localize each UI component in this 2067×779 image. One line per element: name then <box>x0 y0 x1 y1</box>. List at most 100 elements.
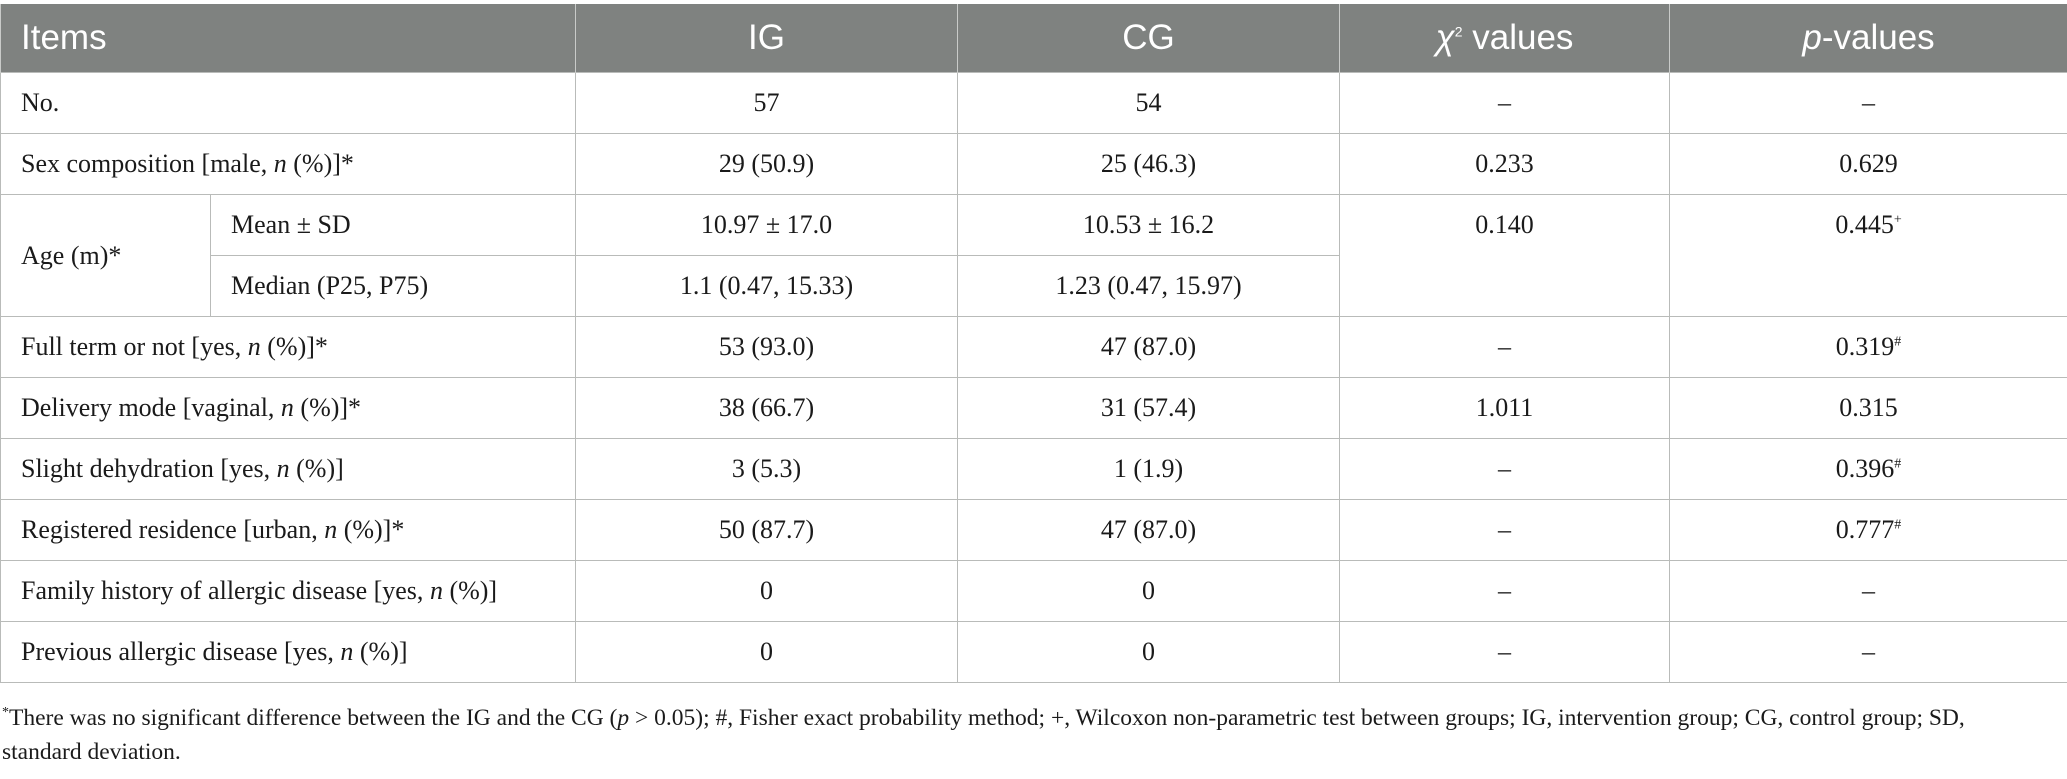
cell-p: – <box>1669 560 2067 622</box>
cell-p: 0.315 <box>1669 377 2067 439</box>
p-value: 0.777 <box>1835 515 1895 544</box>
label-pre: Previous allergic disease [yes, <box>21 637 341 666</box>
p-symbol: p <box>1802 18 1822 57</box>
cell-ig: 38 (66.7) <box>575 377 959 439</box>
row-label: Full term or not [yes, n (%)]* <box>0 316 577 378</box>
cell-p: – <box>1669 72 2067 134</box>
cell-chi-age: 0.140 <box>1339 194 1671 317</box>
cell-ig: 3 (5.3) <box>575 438 959 500</box>
p-value: 0.396 <box>1835 454 1895 483</box>
cell-cg: 47 (87.0) <box>957 499 1341 561</box>
baseline-characteristics-table: Items IG CG χ2 values p-values No. 57 54… <box>0 4 2067 683</box>
p-mark: # <box>1894 517 1902 533</box>
label-pre: Registered residence [urban, <box>21 515 325 544</box>
label-pre: Slight dehydration [yes, <box>21 454 277 483</box>
cell-chi: 0.233 <box>1339 133 1671 195</box>
chi-superscript: 2 <box>1454 23 1463 40</box>
label-n: n <box>429 576 443 605</box>
table-row-age-mean: Age (m)* Mean ± SD 10.97 ± 17.0 10.53 ± … <box>0 194 2067 317</box>
table-row-previous-allergic: Previous allergic disease [yes, n (%)] 0… <box>0 621 2067 683</box>
cell-ig: 0 <box>575 560 959 622</box>
table-row-age-median: Median (P25, P75) 1.1 (0.47, 15.33) 1.23… <box>1 255 2067 317</box>
label-pre: Sex composition [male, <box>21 149 274 178</box>
cell-ig: 57 <box>575 72 959 134</box>
label-n: n <box>247 332 261 361</box>
chi-symbol: χ <box>1435 18 1455 57</box>
label-post: (%)]* <box>293 393 362 422</box>
cell-cg-mean: 10.53 ± 16.2 <box>957 194 1341 256</box>
footnote-star: * <box>2 705 9 721</box>
cell-ig: 53 (93.0) <box>575 316 959 378</box>
label-post: (%)] <box>289 454 344 483</box>
row-label: Delivery mode [vaginal, n (%)]* <box>0 377 577 439</box>
p-value: 0.445 <box>1835 210 1894 239</box>
cell-ig: 50 (87.7) <box>575 499 959 561</box>
p-label: -values <box>1821 18 1935 57</box>
row-label-age: Age (m)* <box>0 194 211 317</box>
cell-cg: 25 (46.3) <box>957 133 1341 195</box>
row-label: Sex composition [male, n (%)]* <box>0 133 577 195</box>
header-p-values: p-values <box>1669 4 2067 73</box>
table-row-sex: Sex composition [male, n (%)]* 29 (50.9)… <box>0 133 2067 195</box>
cell-chi: – <box>1339 621 1671 683</box>
label-pre: Full term or not [yes, <box>21 332 248 361</box>
label-n: n <box>276 454 290 483</box>
label-n: n <box>273 149 287 178</box>
table-row-residence: Registered residence [urban, n (%)]* 50 … <box>0 499 2067 561</box>
cell-p: 0.319# <box>1669 316 2067 378</box>
cell-ig-median: 1.1 (0.47, 15.33) <box>575 255 959 317</box>
p-mark: # <box>1894 334 1902 350</box>
label-pre: Delivery mode [vaginal, <box>21 393 281 422</box>
cell-chi: – <box>1339 560 1671 622</box>
cell-p: – <box>1669 621 2067 683</box>
label-n: n <box>340 637 354 666</box>
cell-chi: – <box>1339 438 1671 500</box>
table-row-fullterm: Full term or not [yes, n (%)]* 53 (93.0)… <box>0 316 2067 378</box>
label-post: (%)]* <box>337 515 405 544</box>
footnote-text-a: There was no significant difference betw… <box>9 705 618 731</box>
cell-cg: 0 <box>957 560 1341 622</box>
label-pre: Family history of allergic disease [yes, <box>21 576 430 605</box>
label-post: (%)] <box>353 637 408 666</box>
cell-ig: 0 <box>575 621 959 683</box>
row-label: Previous allergic disease [yes, n (%)] <box>0 621 577 683</box>
table-header-row: Items IG CG χ2 values p-values <box>0 4 2067 73</box>
cell-cg: 31 (57.4) <box>957 377 1341 439</box>
table-row-delivery: Delivery mode [vaginal, n (%)]* 38 (66.7… <box>0 377 2067 439</box>
table-footnote: *There was no significant difference bet… <box>2 701 2032 769</box>
cell-chi: 1.011 <box>1339 377 1671 439</box>
table-row-no: No. 57 54 – – <box>0 72 2067 134</box>
cell-cg: 0 <box>957 621 1341 683</box>
cell-p: 0.396# <box>1669 438 2067 500</box>
cell-p: 0.629 <box>1669 133 2067 195</box>
row-label: No. <box>0 72 577 134</box>
cell-ig: 29 (50.9) <box>575 133 959 195</box>
cell-chi: – <box>1339 499 1671 561</box>
header-ig: IG <box>575 4 959 73</box>
cell-cg-median: 1.23 (0.47, 15.97) <box>957 255 1341 317</box>
footnote-p: p <box>617 705 630 731</box>
row-label: Registered residence [urban, n (%)]* <box>0 499 577 561</box>
label-post: (%)]* <box>260 332 328 361</box>
header-chi-values: χ2 values <box>1339 4 1671 73</box>
row-label: Family history of allergic disease [yes,… <box>0 560 577 622</box>
cell-p-age: 0.445+ <box>1669 194 2067 317</box>
p-mark: + <box>1893 212 1902 228</box>
table-row-family-history: Family history of allergic disease [yes,… <box>0 560 2067 622</box>
cell-chi: – <box>1339 316 1671 378</box>
cell-cg: 54 <box>957 72 1341 134</box>
p-mark: # <box>1894 456 1902 472</box>
cell-ig-mean: 10.97 ± 17.0 <box>575 194 959 256</box>
label-n: n <box>280 393 294 422</box>
sub-label-mean: Mean ± SD <box>209 194 577 256</box>
label-n: n <box>324 515 338 544</box>
row-label: Slight dehydration [yes, n (%)] <box>0 438 577 500</box>
cell-p: 0.777# <box>1669 499 2067 561</box>
table-row-dehydration: Slight dehydration [yes, n (%)] 3 (5.3) … <box>0 438 2067 500</box>
label-post: (%)]* <box>286 149 354 178</box>
p-value: 0.319 <box>1835 332 1895 361</box>
cell-cg: 1 (1.9) <box>957 438 1341 500</box>
label-post: (%)] <box>442 576 498 605</box>
cell-chi: – <box>1339 72 1671 134</box>
header-items: Items <box>0 4 577 73</box>
